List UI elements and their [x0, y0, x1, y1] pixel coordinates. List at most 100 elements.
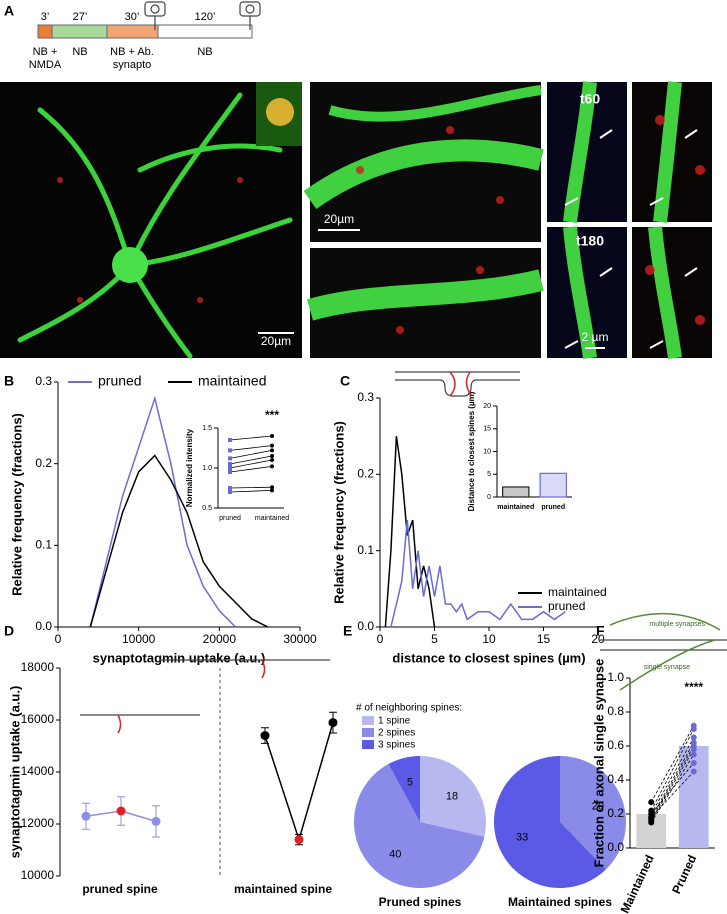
y-tick-label: 0.0	[607, 840, 624, 854]
point	[151, 816, 161, 826]
condition: synapto	[113, 59, 152, 71]
y-tick-label: 0.6	[607, 738, 624, 752]
group-line	[264, 722, 334, 843]
legend-label: 2 spines	[378, 728, 415, 739]
pie-slice	[560, 756, 626, 870]
point	[260, 731, 270, 741]
timeline	[37, 1, 261, 39]
point	[294, 835, 304, 845]
x-tick-label: 15	[537, 632, 551, 646]
pair-point	[228, 438, 232, 442]
pair-line	[650, 742, 695, 818]
panel-label: B	[4, 373, 14, 389]
x-tick-label: 0	[55, 632, 62, 646]
legend-label: 3 spines	[378, 740, 415, 751]
pair-point	[648, 819, 655, 826]
pair-point	[270, 485, 274, 490]
y-axis-label: Distance to closest spines (µm)	[467, 391, 476, 511]
pair-line	[650, 771, 695, 818]
pair-point	[690, 751, 697, 758]
y-tick-label: 0.2	[357, 467, 374, 481]
y-tick-label: 0.4	[607, 772, 624, 786]
data-line	[89, 395, 237, 628]
pair-point	[690, 746, 697, 753]
x-tick-label: 20000	[203, 632, 237, 646]
y-tick-label: 12000	[21, 816, 55, 830]
pie-slice	[354, 764, 485, 889]
pair-point	[270, 448, 274, 453]
scale-bar-label: 20µm	[324, 212, 354, 226]
x-tick-label: 30000	[283, 632, 317, 646]
slice-label: 5	[407, 776, 413, 788]
schematic	[395, 371, 520, 397]
y-tick-label: 16000	[21, 712, 55, 726]
bar	[539, 472, 567, 498]
condition: NB	[197, 46, 212, 58]
diagram-label: multiple synapses	[649, 621, 705, 628]
legend-label: maintained	[198, 373, 267, 389]
condition: NMDA	[29, 59, 62, 71]
y-axis-label: Normalized intensity	[185, 428, 194, 507]
y-tick-label: 0	[487, 494, 491, 501]
pair-point	[228, 486, 232, 490]
x-tick-label: 10	[482, 632, 496, 646]
x-tick-label: maintained	[497, 504, 534, 511]
annotation: ***	[265, 408, 279, 422]
pair-point	[270, 454, 274, 458]
y-tick-label: 0.2	[35, 456, 52, 470]
y-tick-label: 0.3	[35, 374, 52, 388]
y-tick-label: 15	[483, 426, 491, 433]
group-label: pruned spine	[82, 882, 158, 896]
pair-line	[650, 754, 695, 823]
panel-label: D	[4, 623, 14, 639]
slice-label: 40	[389, 849, 401, 861]
annotation: ****	[684, 680, 703, 694]
scale-bar-label: 20µm	[261, 334, 291, 348]
y-tick-label: 1.5	[202, 425, 212, 432]
x-tick-label: pruned	[541, 504, 565, 511]
pair-point	[270, 488, 274, 493]
pair-point	[648, 799, 655, 806]
x-tick-label: Maintained	[618, 853, 657, 914]
scale-bar-label: 2 µm	[582, 330, 609, 344]
y-tick-label: 18000	[21, 660, 55, 674]
panel-label: E	[343, 623, 352, 639]
legend-label: pruned	[98, 373, 142, 389]
timepoint: t180	[576, 233, 604, 249]
panel-label: A	[4, 3, 14, 19]
pair-point	[690, 726, 697, 732]
group-label: maintained spine	[234, 882, 332, 896]
panel-label: F	[596, 623, 605, 639]
data-line	[384, 436, 436, 628]
y-tick-label: 1.0	[202, 465, 212, 472]
y-tick-label: 0.5	[202, 505, 212, 512]
x-tick-label: 0	[377, 632, 384, 646]
pair-point	[648, 814, 655, 821]
pair-line	[229, 435, 273, 441]
point	[81, 811, 91, 821]
pair-point	[270, 443, 274, 448]
data-line	[89, 454, 269, 628]
pair-point	[690, 760, 697, 766]
x-axis-label: distance to closest spines (µm)	[392, 650, 585, 665]
pair-point	[690, 768, 697, 775]
duration: 30’	[125, 11, 140, 23]
pair-line	[650, 749, 695, 822]
condition: NB +	[33, 46, 58, 58]
x-tick-label: pruned	[219, 515, 241, 522]
panel-label: C	[340, 373, 350, 389]
duration: 3’	[41, 11, 50, 23]
pie-slice	[388, 756, 420, 822]
schematic	[117, 659, 266, 734]
y-tick-label: 0.1	[357, 543, 374, 557]
timepoint: t60	[580, 91, 600, 107]
pair-line	[650, 737, 695, 815]
condition: NB + Ab.	[110, 46, 154, 58]
pair-point	[228, 490, 232, 494]
bar	[502, 486, 530, 498]
y-tick-label: 20	[483, 403, 491, 410]
y-tick-label: 0.1	[35, 538, 52, 552]
y-axis-label: Relative frequency (fractions)	[9, 413, 24, 596]
pair-point	[228, 448, 232, 453]
pair-line	[229, 490, 273, 493]
